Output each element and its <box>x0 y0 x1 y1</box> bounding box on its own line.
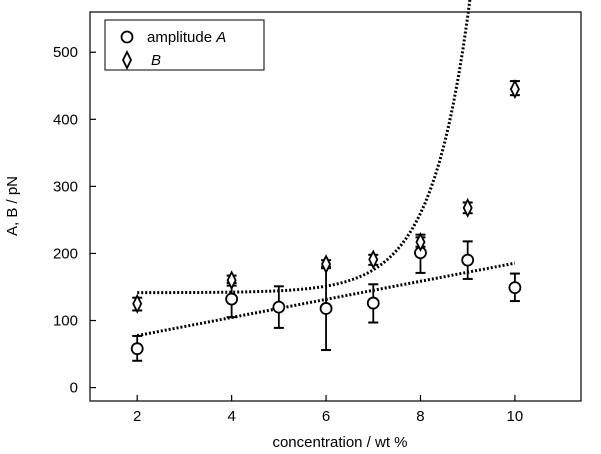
x-tick-label-4: 10 <box>507 408 524 425</box>
legend-diamond-icon <box>121 49 133 71</box>
point-a-7 <box>508 281 522 295</box>
point-b-1 <box>226 270 237 291</box>
point-b-4 <box>415 232 426 253</box>
point-a-4 <box>366 296 380 310</box>
legend-label-a: amplitude A <box>147 29 226 46</box>
point-a-2 <box>272 300 286 314</box>
point-a-6 <box>461 253 475 267</box>
x-tick-label-2: 6 <box>322 408 330 425</box>
x-axis-title: concentration / wt % <box>272 434 407 451</box>
plot-frame <box>89 11 582 402</box>
x-tick-label-0: 2 <box>133 408 141 425</box>
legend: amplitude A B <box>104 19 265 71</box>
point-a-0 <box>130 342 144 356</box>
point-b-2 <box>321 254 332 275</box>
x-tick-label-1: 4 <box>227 408 235 425</box>
legend-circle-icon <box>120 30 134 44</box>
point-a-1 <box>225 292 239 306</box>
y-tick-label-5: 500 <box>53 44 78 61</box>
y-axis-title: A, B / pN <box>4 176 21 236</box>
y-tick-label-3: 300 <box>53 178 78 195</box>
point-a-3 <box>319 302 333 315</box>
y-tick-label-0: 0 <box>70 380 78 397</box>
point-b-6 <box>509 79 520 100</box>
y-tick-label-4: 400 <box>53 111 78 128</box>
point-b-0 <box>132 293 143 314</box>
y-tick-label-1: 100 <box>53 313 78 330</box>
x-tick-label-3: 8 <box>416 408 424 425</box>
point-b-5 <box>462 197 473 218</box>
legend-box <box>104 19 265 71</box>
y-tick-label-2: 200 <box>53 245 78 262</box>
legend-label-b: B <box>151 52 161 69</box>
point-b-3 <box>368 249 379 270</box>
